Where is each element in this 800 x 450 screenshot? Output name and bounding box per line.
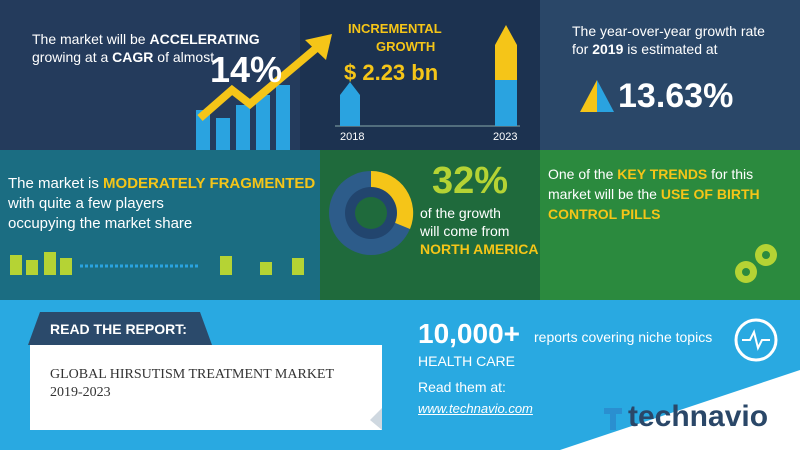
region-value: 32% [432, 160, 509, 202]
text: is estimated at [627, 41, 718, 57]
incremental-value: $ 2.23 bn [344, 60, 439, 85]
text: market will be the [548, 186, 657, 202]
year: 2023 [493, 131, 518, 143]
highlight: MODERATELY FRAGMENTED [103, 175, 316, 192]
reports-count: 10,000+ [418, 318, 520, 349]
text: with quite a few players [8, 195, 164, 212]
label: GROWTH [376, 39, 436, 54]
text: occupying the market share [8, 215, 193, 232]
panel [540, 150, 800, 300]
highlight: USE OF BIRTH [660, 186, 760, 202]
cagr-text: The market will be ACCELERATING growing a… [32, 30, 262, 66]
yoy-value: 13.63% [618, 77, 734, 115]
text: of the growth [420, 205, 501, 221]
report-title: GLOBAL HIRSUTISM TREATMENT MARKET [50, 367, 335, 382]
label: INCREMENTAL [348, 21, 442, 36]
text: The year-over-year growth rate [572, 23, 765, 39]
text: One of the [548, 166, 614, 182]
highlight: ACCELERATING [149, 31, 260, 47]
text: The market will be [32, 31, 146, 47]
trends-text: One of the KEY TRENDS for this market wil… [548, 164, 798, 224]
yoy-text: The year-over-year growth rate for 2019 i… [572, 22, 792, 58]
highlight: CONTROL PILLS [548, 206, 661, 222]
text: growing at a [32, 49, 109, 65]
category: HEALTH CARE [418, 353, 515, 369]
url[interactable]: www.technavio.com [418, 401, 533, 416]
year: 2018 [340, 131, 365, 143]
text: for [572, 41, 589, 57]
report-title: 2019-2023 [50, 385, 111, 400]
text: Read them at: [418, 379, 506, 395]
text: will come from [420, 223, 510, 239]
panel [540, 0, 800, 150]
highlight: CAGR [112, 49, 154, 65]
highlight: KEY TRENDS [617, 166, 708, 182]
text: reports covering niche topics [534, 329, 713, 345]
text: The market is [8, 175, 99, 192]
cagr-value: 14% [210, 49, 283, 90]
region: NORTH AMERICA [420, 241, 539, 257]
fragmented-text: The market is MODERATELY FRAGMENTED with … [8, 174, 318, 234]
year: 2019 [592, 41, 624, 57]
brand-logo: technavio [628, 400, 769, 433]
report-label: READ THE REPORT: [50, 321, 187, 337]
text: of almost [157, 49, 215, 65]
text: for this [711, 166, 754, 182]
